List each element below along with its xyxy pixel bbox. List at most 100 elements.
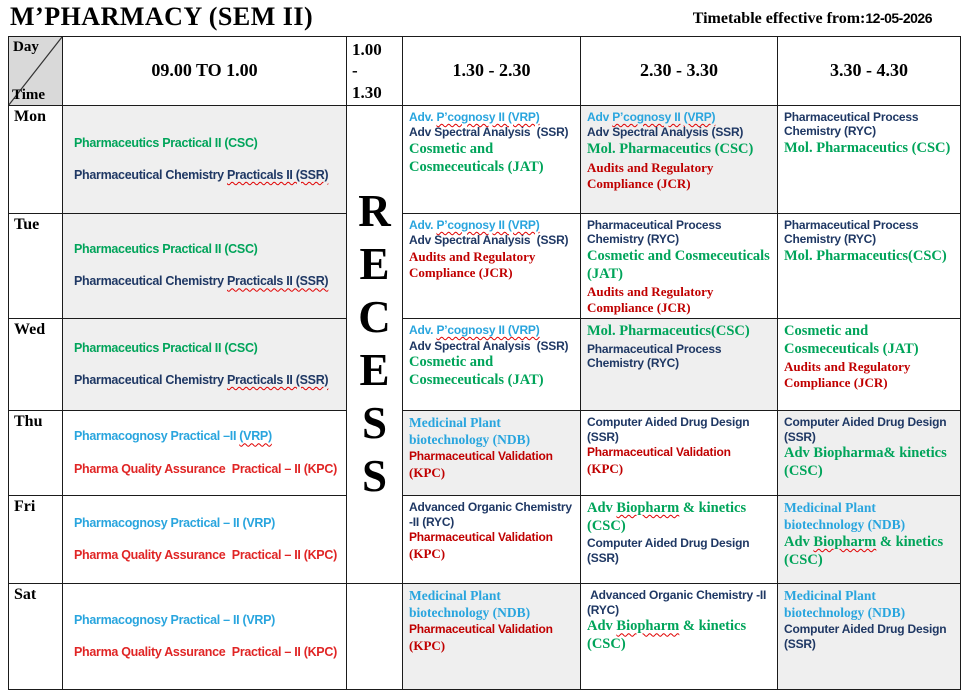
day-label-mon: Mon bbox=[8, 104, 63, 214]
subject-line: Pharmaceutical Chemistry Practicals II (… bbox=[74, 167, 329, 182]
cell-fri-slot3: Medicinal Plant biotechnology (NDB) Adv B… bbox=[777, 495, 961, 585]
subject-line: (KPC) bbox=[409, 637, 446, 653]
subject-line: Cosmetic and Cosmeceuticals (JAT) bbox=[784, 323, 919, 357]
subject-line: Pharmaceutical Process Chemistry (RYC) bbox=[587, 341, 725, 371]
subject-line: Adv Spectral Analysis (SSR) bbox=[409, 125, 569, 140]
subject-line: Pharmacognosy Practical – II (VRP) bbox=[74, 612, 275, 627]
cell-tue-slot2: Pharmaceutical Process Chemistry (RYC) Co… bbox=[580, 212, 778, 320]
subject-line: Medicinal Plant biotechnology (NDB) bbox=[409, 415, 531, 447]
subject-line: Adv Spectral Analysis (SSR) bbox=[587, 125, 744, 140]
recess-letter: E bbox=[359, 239, 390, 290]
subject-line: (KPC) bbox=[409, 464, 446, 480]
row-tue: Tue Pharmaceutics Practical II (CSC) Phar… bbox=[8, 212, 961, 320]
subject-line: Computer Aided Drug Design (SSR) bbox=[784, 622, 950, 651]
effective-from-date: 12-05-2026 bbox=[865, 10, 932, 26]
effective-from: Timetable effective from:12-05-2026 bbox=[693, 2, 933, 28]
recess-letter: C bbox=[358, 292, 391, 343]
subject-line: Pharmaceutical Validation bbox=[409, 449, 553, 464]
day-label-fri: Fri bbox=[8, 495, 63, 585]
subject-line: Pharmaceutical Chemistry Practicals II (… bbox=[74, 373, 329, 388]
recess-cell-sat-empty bbox=[346, 583, 403, 691]
subject-line: Adv. P’cognosy II (VRP) bbox=[409, 323, 540, 338]
row-thu: Thu Pharmacognosy Practical –II (VRP) Pha… bbox=[8, 410, 961, 497]
cell-sat-morning: Pharmacognosy Practical – II (VRP) Pharma… bbox=[62, 583, 347, 691]
cell-thu-slot3: Computer Aided Drug Design (SSR) Adv Biop… bbox=[777, 410, 961, 497]
subject-line: Pharmaceutical Process Chemistry (RYC) bbox=[784, 217, 922, 247]
subject-line: Mol. Pharmaceutics (CSC) bbox=[784, 140, 951, 156]
page-title: M’PHARMACY (SEM II) bbox=[10, 2, 314, 31]
recess-letter: S bbox=[361, 398, 388, 449]
cell-fri-morning: Pharmacognosy Practical – II (VRP) Pharma… bbox=[62, 495, 347, 585]
cell-wed-slot1: Adv. P’cognosy II (VRP) Adv Spectral Anal… bbox=[402, 318, 581, 412]
time-header-slot3: 3.30 - 4.30 bbox=[777, 36, 961, 106]
subject-line: Adv Spectral Analysis (SSR) bbox=[409, 233, 569, 248]
subject-line: Pharma Quality Assurance Practical – II … bbox=[74, 645, 337, 660]
cell-wed-slot3: Cosmetic and Cosmeceuticals (JAT) Audits … bbox=[777, 318, 961, 412]
cell-thu-slot1: Medicinal Plant biotechnology (NDB) Pharm… bbox=[402, 410, 581, 497]
subject-line: Pharmacognosy Practical – II (VRP) bbox=[74, 515, 275, 530]
cell-mon-slot1: Adv. P’cognosy II (VRP) Adv Spectral Anal… bbox=[402, 104, 581, 214]
subject-line: Cosmetic and Cosmeceuticals (JAT) bbox=[409, 141, 544, 175]
row-sat: Sat Pharmacognosy Practical – II (VRP) Ph… bbox=[8, 583, 961, 691]
day-label-tue: Tue bbox=[8, 212, 63, 320]
subject-line: Medicinal Plant biotechnology (NDB) bbox=[784, 588, 906, 620]
subject-line: Pharmaceutical Chemistry Practicals II (… bbox=[74, 274, 329, 289]
cell-sat-slot3: Medicinal Plant biotechnology (NDB) Compu… bbox=[777, 583, 961, 691]
subject-line: Pharmaceutics Practical II (CSC) bbox=[74, 340, 258, 355]
subject-line: Adv Biopharm & kinetics (CSC) bbox=[587, 618, 750, 653]
row-fri: Fri Pharmacognosy Practical – II (VRP) Ph… bbox=[8, 495, 961, 585]
subject-line: Mol. Pharmaceutics (CSC) bbox=[587, 141, 754, 157]
cell-sat-slot2: Advanced Organic Chemistry -II (RYC) Adv … bbox=[580, 583, 778, 691]
subject-line: Advanced Organic Chemistry -II (RYC) bbox=[587, 588, 770, 617]
subject-line: Computer Aided Drug Design (SSR) bbox=[587, 415, 753, 444]
subject-line: Cosmetic and Cosmeceuticals (JAT) bbox=[409, 354, 544, 389]
recess-letter: E bbox=[359, 345, 390, 396]
subject-line: Mol. Pharmaceutics(CSC) bbox=[587, 323, 750, 340]
day-label-sat: Sat bbox=[8, 583, 63, 691]
subject-line: Adv. P’cognosy II (VRP) bbox=[409, 109, 540, 124]
time-header-slot2: 2.30 - 3.30 bbox=[580, 36, 778, 106]
subject-line: Pharma Quality Assurance Practical – II … bbox=[74, 461, 337, 476]
subject-line: Adv Biopharma& kinetics (CSC) bbox=[784, 445, 951, 480]
day-time-corner-cell: Day Time bbox=[8, 36, 63, 106]
subject-line: Pharmaceutical Process Chemistry (RYC) bbox=[784, 109, 922, 139]
cell-wed-morning: Pharmaceutics Practical II (CSC) Pharmace… bbox=[62, 318, 347, 412]
header-row: Day Time 09.00 TO 1.00 1.00 - 1.30 1.30 … bbox=[8, 36, 961, 106]
corner-day-label: Day bbox=[13, 39, 39, 55]
row-mon: Mon Pharmaceutics Practical II (CSC) Phar… bbox=[8, 104, 961, 585]
subject-line: Computer Aided Drug Design (SSR) bbox=[587, 536, 753, 566]
subject-line: Adv P’cognosy II (VRP) bbox=[587, 109, 716, 124]
cell-mon-slot3: Pharmaceutical Process Chemistry (RYC) Mo… bbox=[777, 104, 961, 214]
cell-thu-slot2: Computer Aided Drug Design (SSR) Pharmace… bbox=[580, 410, 778, 497]
subject-line: (KPC) bbox=[409, 545, 446, 561]
row-wed: Wed Pharmaceutics Practical II (CSC) Phar… bbox=[8, 318, 961, 412]
cell-tue-morning: Pharmaceutics Practical II (CSC) Pharmace… bbox=[62, 212, 347, 320]
subject-line: Pharmacognosy Practical –II (VRP) bbox=[74, 429, 272, 444]
day-label-wed: Wed bbox=[8, 318, 63, 412]
time-header-recess: 1.00 - 1.30 bbox=[346, 36, 403, 106]
subject-line: Mol. Pharmaceutics(CSC) bbox=[784, 248, 947, 264]
subject-line: (KPC) bbox=[587, 460, 624, 476]
cell-mon-slot2: Adv P’cognosy II (VRP) Adv Spectral Analy… bbox=[580, 104, 778, 214]
subject-line: Adv Biopharm & kinetics (CSC) bbox=[587, 500, 750, 534]
subject-line: Pharmaceutical Validation bbox=[409, 530, 553, 545]
timetable: Day Time 09.00 TO 1.00 1.00 - 1.30 1.30 … bbox=[8, 36, 961, 691]
subject-line: Audits and Regulatory Compliance (JCR) bbox=[587, 284, 717, 316]
subject-line: Adv Spectral Analysis (SSR) bbox=[409, 338, 569, 353]
time-header-slot1: 1.30 - 2.30 bbox=[402, 36, 581, 106]
cell-fri-slot1: Advanced Organic Chemistry -II (RYC) Phar… bbox=[402, 495, 581, 585]
cell-sat-slot1: Medicinal Plant biotechnology (NDB) Pharm… bbox=[402, 583, 581, 691]
cell-tue-slot3: Pharmaceutical Process Chemistry (RYC) Mo… bbox=[777, 212, 961, 320]
title-bar: M’PHARMACY (SEM II) Timetable effective … bbox=[0, 0, 966, 36]
subject-line: Audits and Regulatory Compliance (JCR) bbox=[587, 159, 717, 191]
subject-line: Pharmaceutical Process Chemistry (RYC) bbox=[587, 217, 725, 247]
subject-line: Adv. P’cognosy II (VRP) bbox=[409, 217, 540, 232]
subject-line: Audits and Regulatory Compliance (JCR) bbox=[409, 249, 539, 280]
subject-line: Cosmetic and Cosmeceuticals (JAT) bbox=[587, 248, 774, 282]
subject-line: Pharmaceutical Validation bbox=[409, 622, 553, 637]
time-header-morning: 09.00 TO 1.00 bbox=[62, 36, 347, 106]
recess-letter: S bbox=[361, 451, 388, 502]
cell-thu-morning: Pharmacognosy Practical –II (VRP) Pharma … bbox=[62, 410, 347, 497]
subject-line: Medicinal Plant biotechnology (NDB) bbox=[784, 500, 906, 532]
cell-fri-slot2: Adv Biopharm & kinetics (CSC) Computer Ai… bbox=[580, 495, 778, 585]
